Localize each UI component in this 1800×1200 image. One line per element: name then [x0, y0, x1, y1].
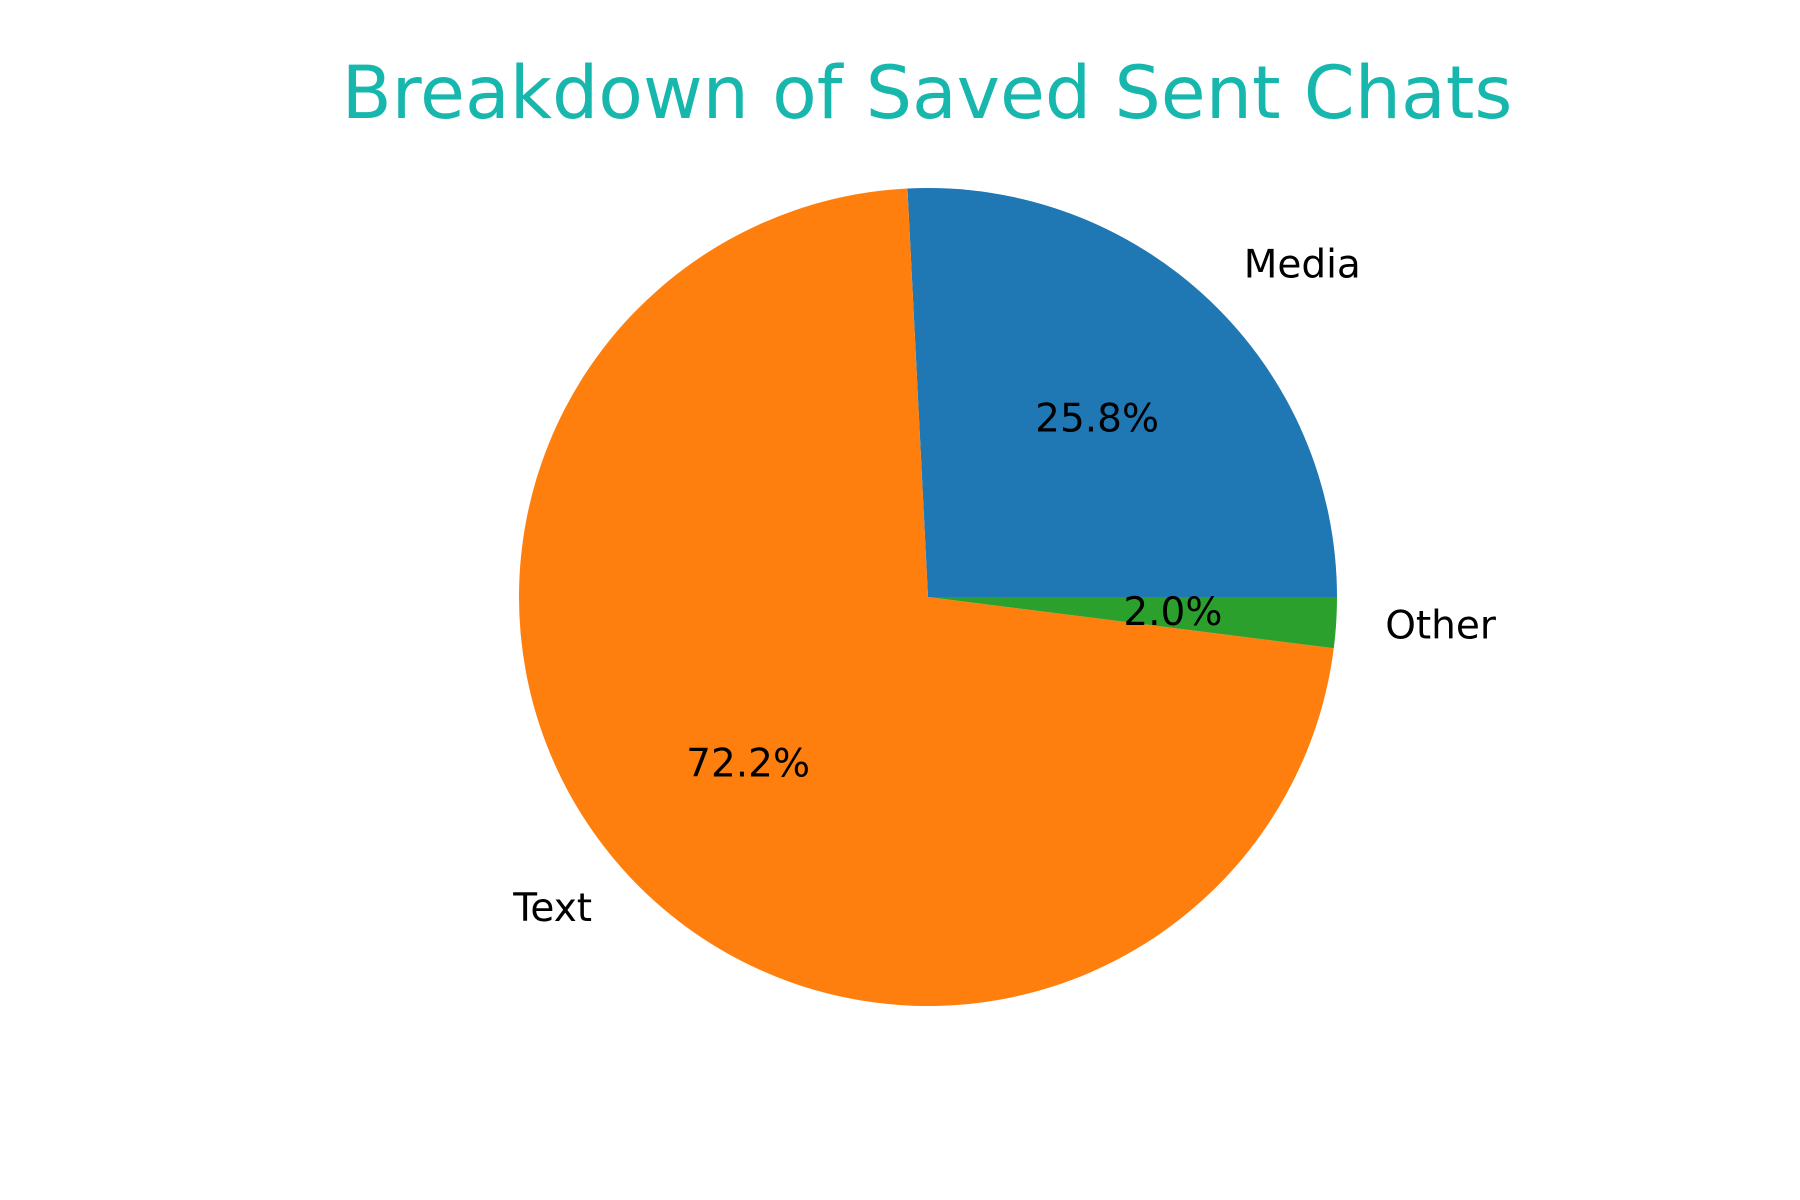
- slice-label-other: Other: [1385, 603, 1497, 648]
- slice-label-text: Text: [512, 886, 592, 931]
- pie-slices: [518, 188, 1337, 1007]
- pie-slice-other: [928, 597, 1337, 649]
- pie-slice-media: [907, 188, 1337, 598]
- chart-title: Breakdown of Saved Sent Chats: [342, 51, 1513, 136]
- slice-percent-other: 2.0%: [1123, 590, 1222, 635]
- slice-label-media: Media: [1244, 243, 1361, 288]
- pie-labels: Media 25.8% Text 72.2% Other 2.0%: [512, 243, 1497, 931]
- pie-slice-text: [518, 188, 1334, 1007]
- slice-percent-media: 25.8%: [1035, 397, 1159, 442]
- slice-percent-text: 72.2%: [686, 741, 810, 786]
